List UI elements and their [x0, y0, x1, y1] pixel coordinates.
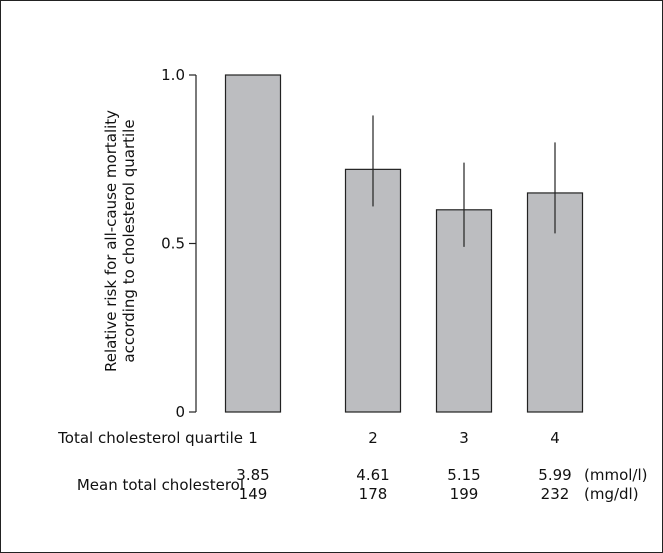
mean-value-mgdl: 232 [541, 485, 570, 503]
mean-row-label: Mean total cholesterol [77, 476, 244, 494]
mean-value-mmol: 3.85 [236, 466, 269, 484]
quartile-row-label: Total cholesterol quartile [57, 429, 243, 447]
mean-value-mgdl: 178 [359, 485, 388, 503]
y-tick-label: 0.5 [161, 235, 185, 253]
y-tick-label: 0 [175, 403, 185, 421]
y-axis-title: Relative risk for all-cause mortality ac… [102, 110, 138, 372]
category-label: 3 [459, 429, 469, 447]
category-label: 1 [248, 429, 258, 447]
mean-value-mgdl: 149 [239, 485, 268, 503]
mean-values: 3.85 4.61 5.15 5.99 149 178 199 232 [236, 466, 571, 503]
y-axis-ticks: 0 0.5 1.0 [161, 66, 196, 421]
bar-quartile-2 [344, 168, 402, 413]
mean-value-mmol: 5.15 [447, 466, 480, 484]
mean-value-mmol: 4.61 [356, 466, 389, 484]
unit-mmol: (mmol/l) [584, 466, 648, 484]
bars [224, 74, 584, 413]
error-bars [372, 115, 556, 247]
category-label: 4 [550, 429, 560, 447]
y-tick-label: 1.0 [161, 66, 185, 84]
mean-value-mmol: 5.99 [538, 466, 571, 484]
unit-mgdl: (mg/dl) [584, 485, 639, 503]
bar-quartile-1 [224, 74, 282, 413]
category-labels: 1 2 3 4 [248, 429, 560, 447]
category-label: 2 [368, 429, 378, 447]
mean-value-mgdl: 199 [450, 485, 479, 503]
y-axis-title-line-1: Relative risk for all-cause mortality [102, 110, 120, 372]
y-axis-title-line-2: according to cholesterol quartile [120, 119, 138, 362]
